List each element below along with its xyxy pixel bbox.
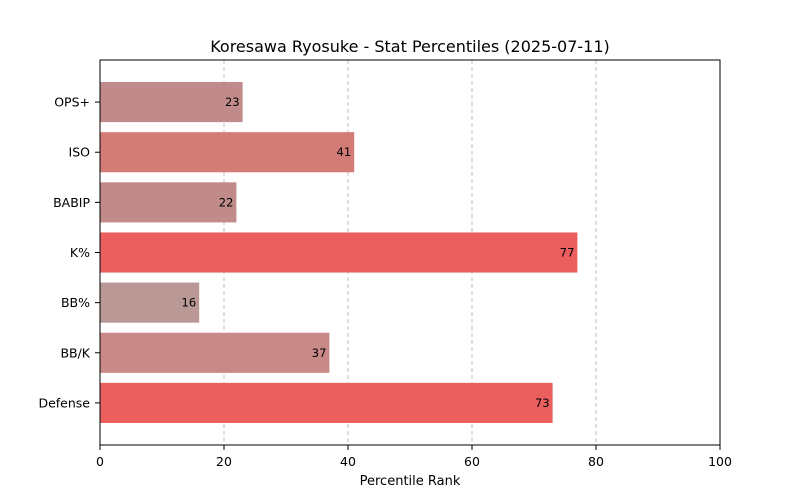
bar-value-label: 77 xyxy=(560,246,575,260)
x-tick-label: 80 xyxy=(588,454,604,469)
category-label: ISO xyxy=(69,145,91,160)
bar-value-label: 41 xyxy=(337,145,352,159)
bar-value-label: 16 xyxy=(182,296,197,310)
x-tick-label: 40 xyxy=(340,454,356,469)
category-label: BABIP xyxy=(53,195,90,210)
category-label: BB/K xyxy=(60,345,90,360)
bar xyxy=(100,132,355,173)
bars xyxy=(100,82,578,423)
x-axis-label: Percentile Rank xyxy=(360,474,461,489)
x-tick-label: 20 xyxy=(216,454,232,469)
x-tick-label: 100 xyxy=(708,454,732,469)
category-label: OPS+ xyxy=(54,95,90,110)
bar xyxy=(100,382,553,423)
category-label: BB% xyxy=(61,295,90,310)
data-labels: 23 41 22 77 16 37 73 xyxy=(182,95,575,410)
bar xyxy=(100,282,200,323)
bar xyxy=(100,182,237,223)
bar-value-label: 37 xyxy=(312,346,327,360)
bar xyxy=(100,82,243,123)
bar xyxy=(100,232,578,273)
y-axis-ticks: OPS+ ISO BABIP K% BB% BB/K Defense xyxy=(38,95,100,410)
category-label: Defense xyxy=(38,395,90,410)
chart-title: Koresawa Ryosuke - Stat Percentiles (202… xyxy=(210,37,610,56)
bar-value-label: 73 xyxy=(535,396,550,410)
bar-value-label: 22 xyxy=(219,195,234,209)
bar xyxy=(100,332,330,373)
bar-value-label: 23 xyxy=(225,95,240,109)
category-label: K% xyxy=(70,245,90,260)
x-tick-label: 60 xyxy=(464,454,480,469)
x-tick-label: 0 xyxy=(96,454,104,469)
x-axis-ticks: 0 20 40 60 80 100 xyxy=(96,445,732,469)
